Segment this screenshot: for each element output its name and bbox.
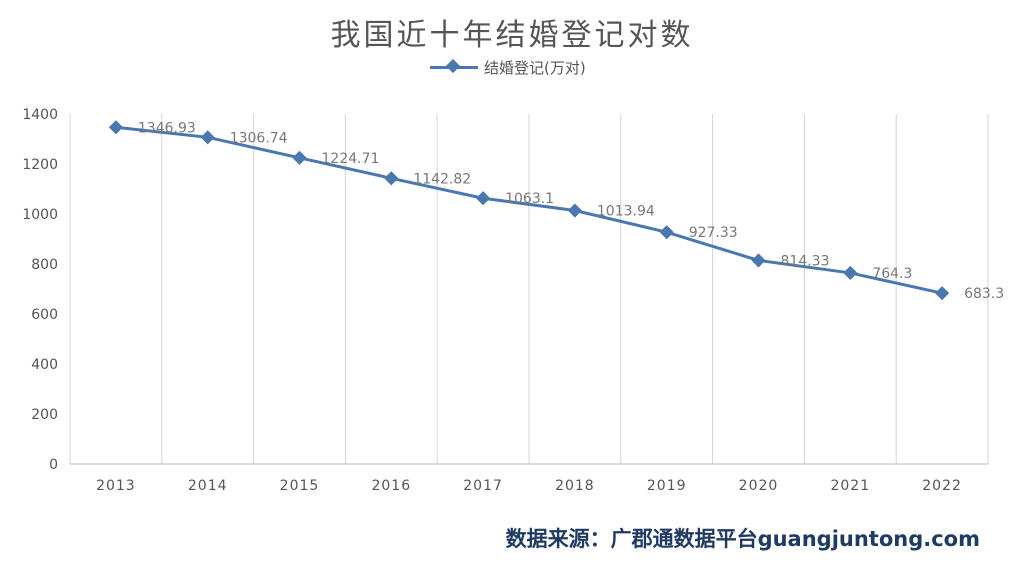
- x-tick-label: 2021: [830, 478, 870, 494]
- x-tick-label: 2018: [555, 478, 595, 494]
- data-label: 1063.1: [505, 191, 554, 207]
- series: [108, 120, 950, 301]
- chart-title: 我国近十年结婚登记对数: [330, 18, 694, 53]
- y-tick-label: 1000: [22, 207, 58, 223]
- series-line: [115, 125, 943, 295]
- data-label: 1142.82: [413, 171, 471, 187]
- data-labels: 1346.93 1306.74 1224.71 1142.82 1063.1 1013.9…: [138, 120, 1004, 302]
- y-tick-label: 200: [31, 407, 58, 423]
- data-label: 927.33: [689, 225, 738, 241]
- grid: [69, 114, 989, 464]
- data-label: 1013.94: [597, 204, 655, 220]
- data-point-marker: [384, 171, 399, 186]
- x-tick-label: 2014: [188, 478, 228, 494]
- data-point-marker: [292, 150, 307, 165]
- y-tick-label: 1200: [22, 157, 58, 173]
- y-tick-label: 0: [49, 457, 58, 473]
- data-point-marker: [659, 225, 674, 240]
- y-tick-label: 800: [31, 257, 58, 273]
- data-point-marker: [843, 265, 858, 280]
- x-tick-label: 2020: [739, 478, 779, 494]
- data-label: 1306.74: [230, 130, 288, 146]
- x-tick-label: 2016: [371, 478, 411, 494]
- data-point-marker: [476, 191, 491, 206]
- source-note: 数据来源：广郡通数据平台guangjuntong.com: [505, 527, 980, 551]
- data-point-marker: [935, 286, 950, 301]
- legend-label: 结婚登记(万对): [484, 58, 586, 77]
- legend-line-diamond-icon: [430, 56, 478, 78]
- y-tick-label: 600: [31, 307, 58, 323]
- x-tick-label: 2019: [647, 478, 687, 494]
- y-tick-label: 400: [31, 357, 58, 373]
- x-tick-label: 2015: [280, 478, 320, 494]
- x-tick-label: 2017: [463, 478, 503, 494]
- axes: 0 200 400 600 800 1000 1200 1400 2013 2014 2015 201…: [22, 107, 988, 494]
- x-tick-label: 2022: [922, 478, 962, 494]
- data-label: 1346.93: [138, 120, 196, 136]
- x-tick-label: 2013: [96, 478, 136, 494]
- data-label: 764.3: [872, 266, 912, 282]
- data-point-marker: [108, 120, 123, 135]
- legend: 结婚登记(万对): [430, 56, 586, 78]
- data-point-marker: [751, 253, 766, 268]
- data-label: 814.33: [781, 253, 830, 269]
- data-point-marker: [567, 203, 582, 218]
- data-point-marker: [200, 130, 215, 145]
- data-label: 1224.71: [322, 151, 380, 167]
- data-label: 683.3: [964, 286, 1004, 302]
- y-tick-label: 1400: [22, 107, 58, 123]
